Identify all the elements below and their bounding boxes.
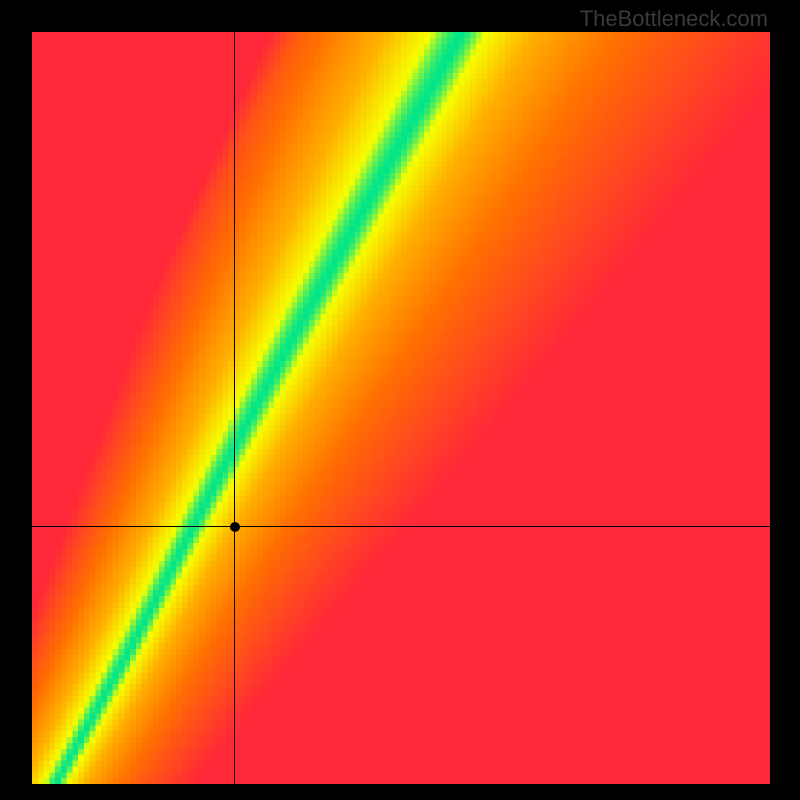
chart-container: TheBottleneck.com (0, 0, 800, 800)
bottleneck-heatmap (32, 32, 770, 784)
watermark-text: TheBottleneck.com (580, 6, 768, 32)
